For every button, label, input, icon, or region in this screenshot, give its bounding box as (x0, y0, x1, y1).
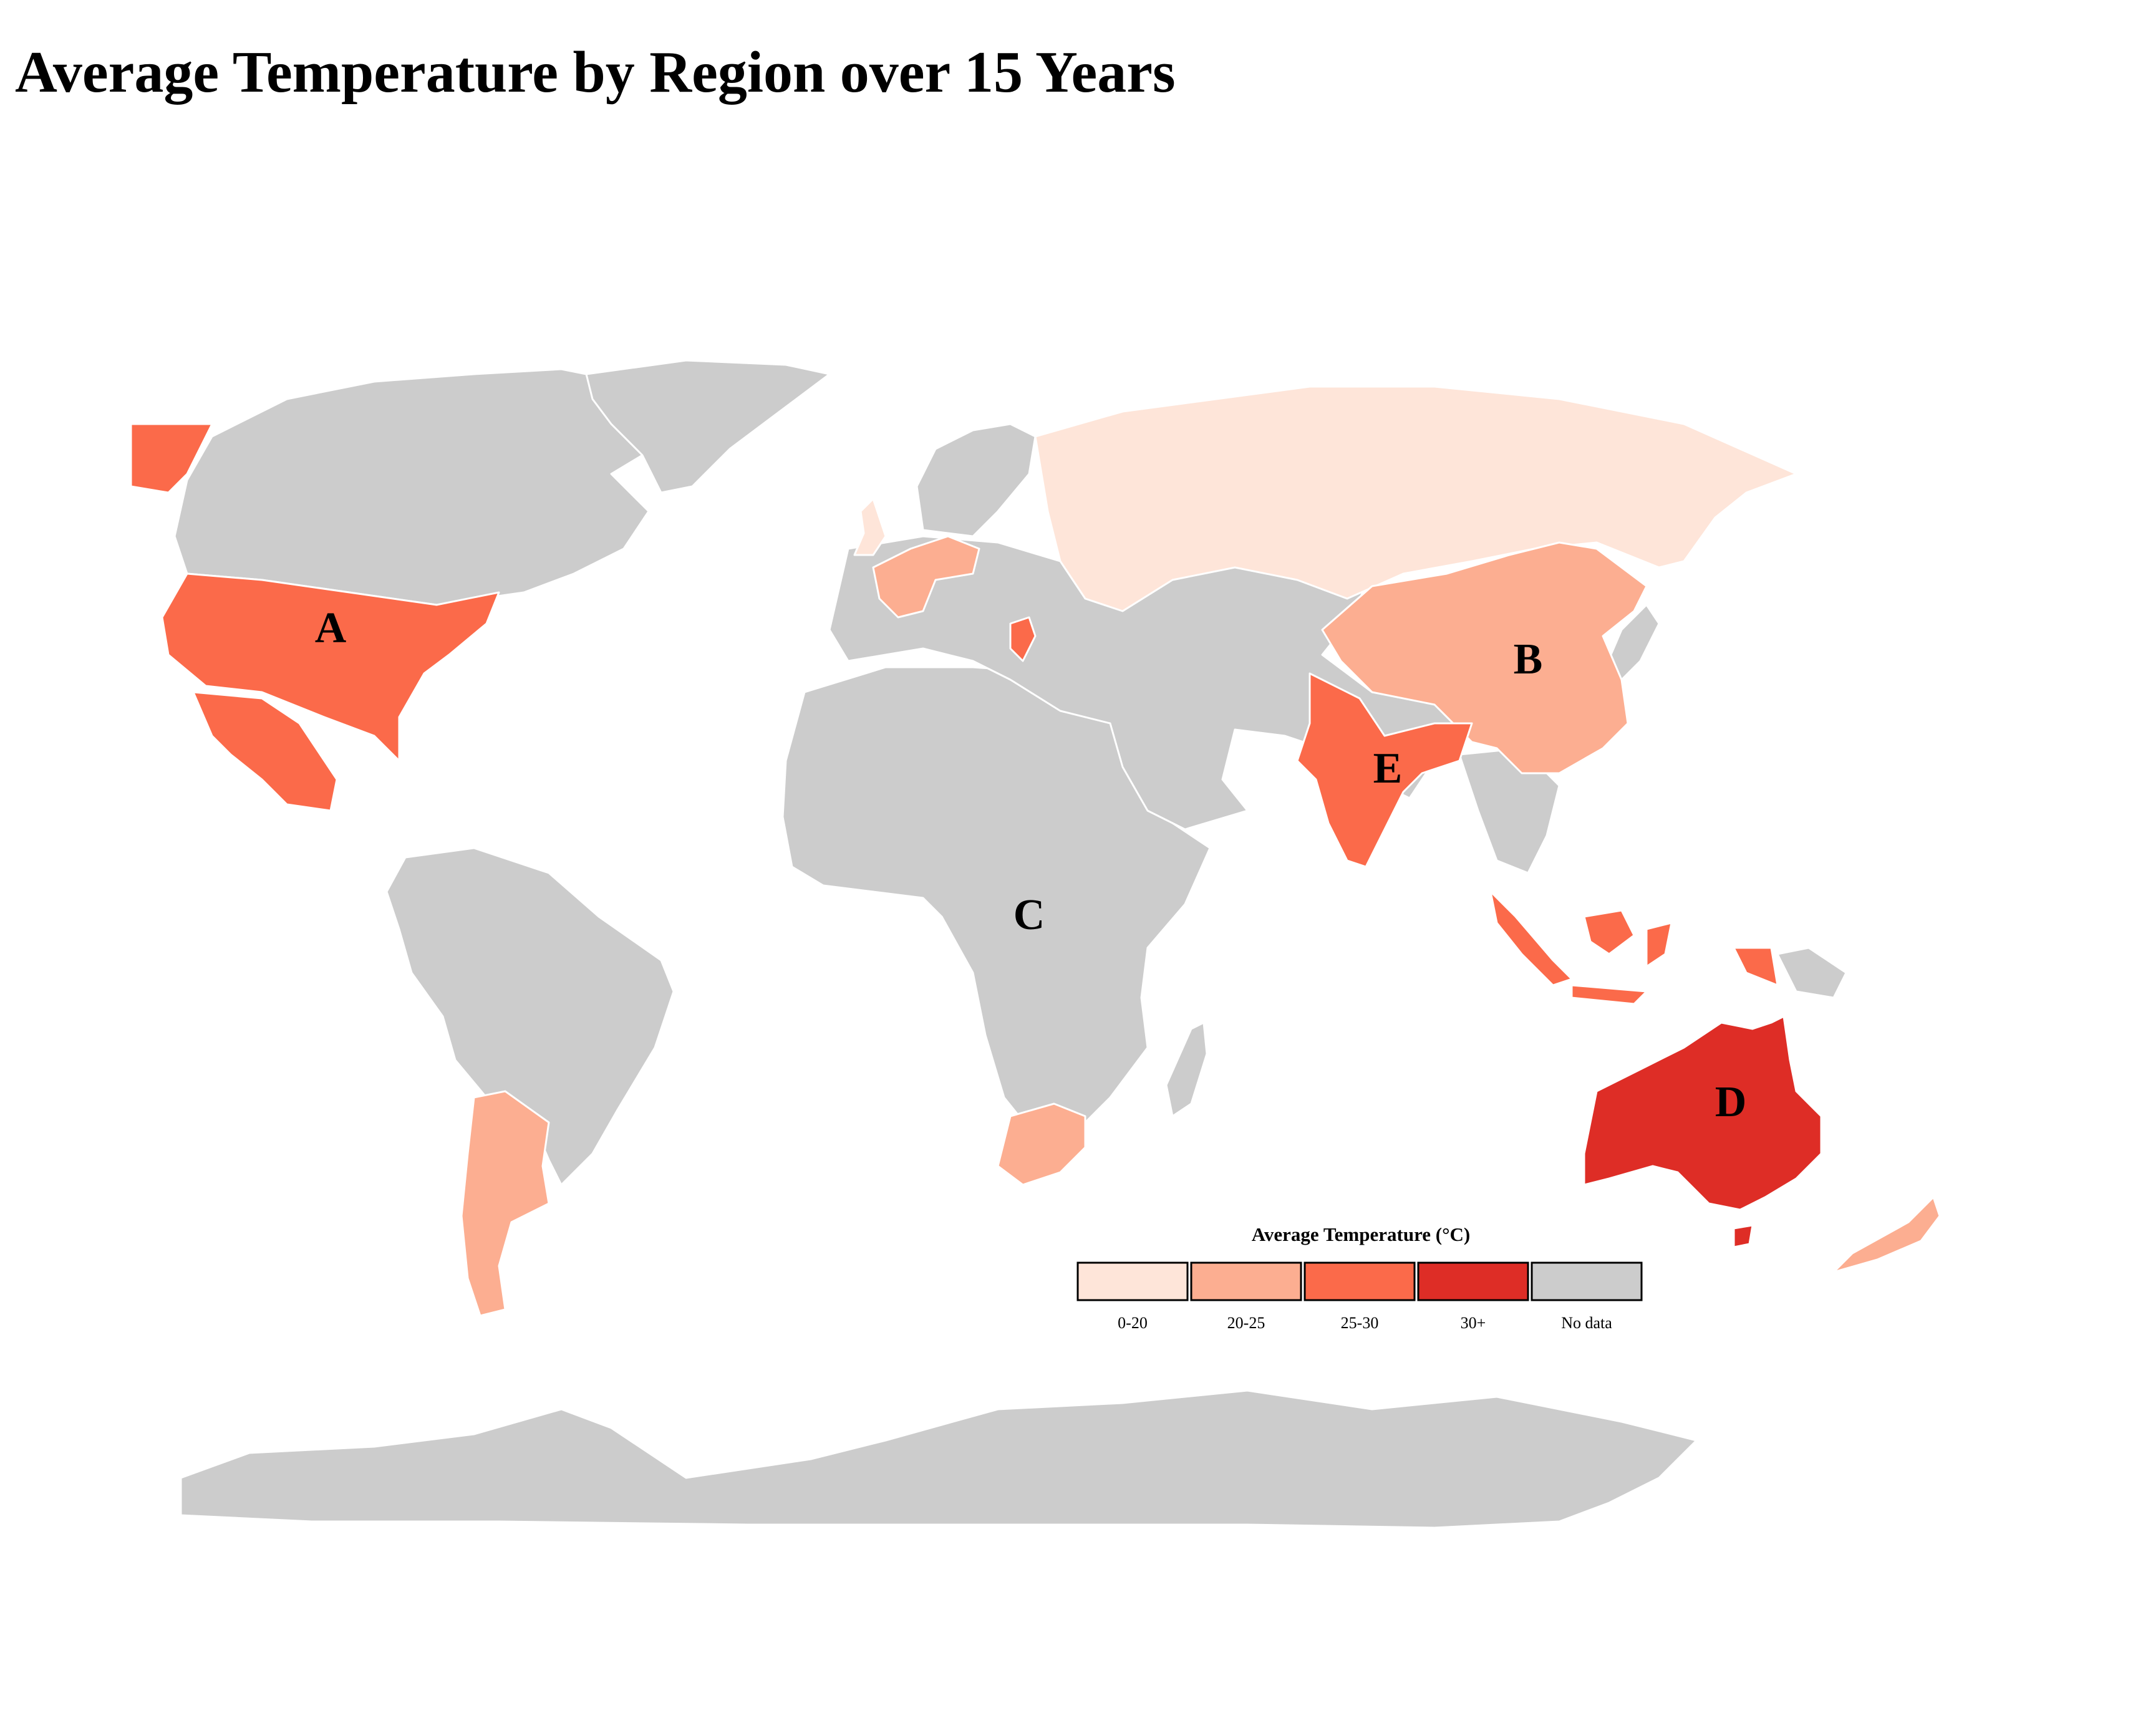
legend-swatch-no-data (1531, 1261, 1643, 1301)
landmass-mexico (192, 691, 338, 812)
region-label-d: D (1715, 1078, 1747, 1126)
legend-label-30-plus: 30+ (1461, 1314, 1486, 1332)
landmass-china (1321, 541, 1648, 774)
legend-label-25-30: 25-30 (1341, 1314, 1379, 1332)
landmass-usa (161, 572, 500, 762)
range-0-20-land (853, 385, 1797, 612)
landmass-greenland (585, 359, 831, 494)
landmass-australia (1583, 1015, 1822, 1211)
legend-swatch-0-20 (1076, 1261, 1189, 1301)
region-label-e: E (1373, 745, 1403, 793)
landmass-new-zealand (1832, 1196, 1941, 1273)
range-20-25-land (460, 535, 1941, 1317)
landmass-russia (1034, 385, 1797, 612)
legend-label-0-20: 0-20 (1118, 1314, 1148, 1332)
range-25-30-land (130, 423, 1779, 1005)
landmass-madagascar (1165, 1021, 1208, 1117)
region-label-b: B (1514, 635, 1543, 683)
landmass-scandinavia (916, 423, 1037, 538)
landmass-greece (1009, 616, 1037, 662)
no-data-land (173, 359, 1847, 1529)
landmass-south-america (385, 847, 675, 1186)
landmass-india (1296, 672, 1473, 868)
landmass-tasmania (1733, 1224, 1754, 1248)
range-30-plus-land (1583, 1015, 1822, 1248)
landmass-antarctica (180, 1389, 1698, 1529)
landmass-alaska (130, 423, 213, 494)
legend-swatch-25-30 (1304, 1261, 1416, 1301)
legend-title: Average Temperature (°C) (1252, 1223, 1470, 1245)
legend-swatch-30-plus (1417, 1261, 1529, 1301)
legend-swatch-20-25 (1190, 1261, 1302, 1301)
landmass-south-africa (997, 1102, 1086, 1186)
landmass-papua (1776, 947, 1847, 999)
landmass-argentina (460, 1090, 550, 1317)
legend-label-no-data: No data (1561, 1314, 1612, 1332)
region-labels: A B C D E (315, 604, 1747, 1126)
landmass-france-germany (872, 535, 980, 619)
map-title: Average Temperature by Region over 15 Ye… (15, 40, 1176, 105)
legend-label-20-25: 20-25 (1227, 1314, 1265, 1332)
legend: Average Temperature (°C) 0-20 20-25 25-3… (1076, 1223, 1643, 1332)
region-label-a: A (315, 604, 347, 652)
landmass-indonesia (1489, 890, 1779, 1005)
landmass-uk (853, 498, 887, 556)
region-label-c: C (1013, 891, 1045, 939)
